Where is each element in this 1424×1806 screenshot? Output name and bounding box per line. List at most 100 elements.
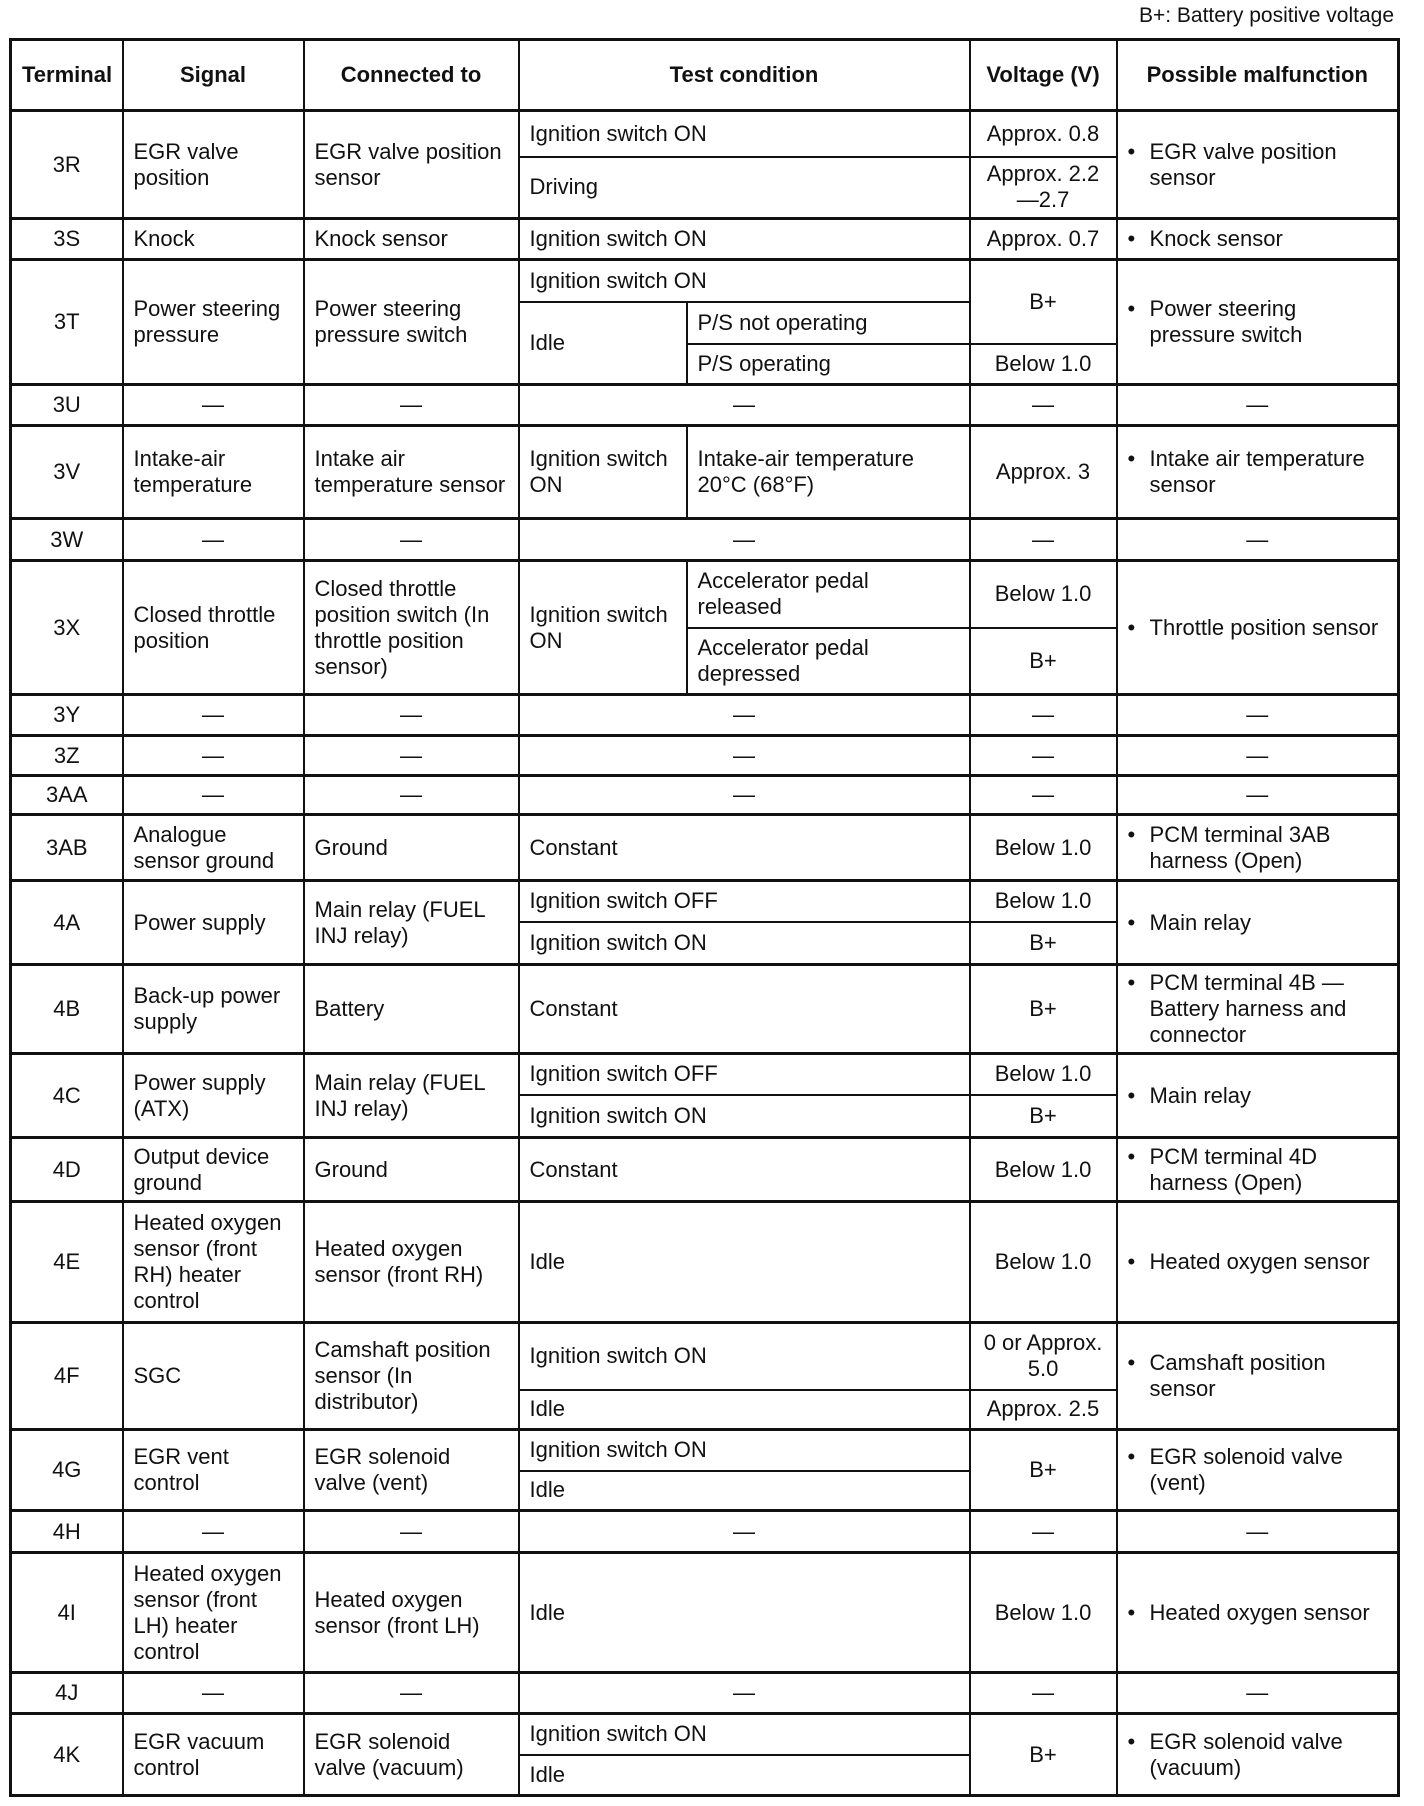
bullet: • — [1127, 1082, 1136, 1108]
cell-test: — — [517, 1671, 971, 1715]
bullet: • — [1127, 296, 1136, 321]
cell-terminal: 4B — [9, 963, 124, 1055]
cell-terminal: 3X — [9, 559, 124, 696]
cell-signal: SGC — [121, 1321, 305, 1431]
cell-voltage: B+ — [968, 258, 1118, 345]
cell-voltage: — — [968, 693, 1118, 737]
cell-test-sub: Accelerator pedal depressed — [685, 626, 971, 696]
table-row: 4A Power supply Main relay (FUEL INJ rel… — [9, 879, 1400, 966]
header-test: Test condition — [517, 38, 971, 112]
cell-test: Ignition switch ON — [517, 424, 688, 520]
cell-signal: EGR vent control — [121, 1428, 305, 1512]
table-row: 3Y — — — — — — [9, 693, 1400, 737]
cell-voltage: Below 1.0 — [968, 1200, 1118, 1324]
cell-connected: Ground — [302, 1136, 520, 1203]
cell-terminal: 3Y — [9, 693, 124, 737]
cell-connected: — — [302, 1509, 520, 1554]
table-subrow: Accelerator pedal depressed B+ — [11, 626, 1399, 696]
cell-signal: EGR vacuum control — [121, 1712, 305, 1797]
bullet: • — [1127, 614, 1136, 640]
table-row: 3R EGR valve position EGR valve position… — [9, 109, 1400, 220]
cell-connected: Ground — [302, 813, 520, 882]
cell-voltage: — — [968, 734, 1118, 777]
cell-malfunction: • Main relay — [1115, 879, 1400, 966]
table-subrow: P/S operating Below 1.0 — [11, 342, 1399, 386]
table-row: 3U — — — — — — [9, 383, 1400, 427]
malfunction-text: PCM terminal 4D harness (Open) — [1149, 1143, 1317, 1195]
cell-voltage: Below 1.0 — [968, 1551, 1118, 1674]
cell-voltage: B+ — [968, 626, 1118, 696]
cell-test: Idle — [517, 1753, 971, 1797]
cell-connected: Knock sensor — [302, 217, 520, 261]
table-row: 3V Intake-air temperature Intake air tem… — [9, 424, 1400, 520]
bullet: • — [1127, 821, 1136, 847]
bullet: • — [1127, 138, 1136, 164]
cell-connected: Power steering pressure switch — [302, 258, 520, 386]
cell-voltage: 0 or Approx. 5.0 — [968, 1321, 1118, 1391]
cell-voltage: — — [968, 774, 1118, 816]
cell-terminal: 3AB — [9, 813, 124, 882]
table-subrow: Idle — [11, 1469, 1399, 1512]
cell-voltage: Below 1.0 — [968, 559, 1118, 629]
cell-terminal: 4G — [9, 1428, 124, 1512]
malfunction-text: Knock sensor — [1149, 226, 1283, 251]
cell-malfunction: • Knock sensor — [1115, 217, 1400, 261]
cell-test-sub: P/S not operating — [685, 300, 971, 345]
cell-signal: — — [121, 383, 305, 427]
malfunction-text: Main relay — [1149, 1082, 1251, 1108]
cell-test: Ignition switch OFF — [517, 879, 971, 923]
cell-connected: Camshaft position sensor (In distributor… — [302, 1321, 520, 1431]
header-row: Terminal Signal Connected to Test condit… — [9, 38, 1400, 112]
cell-connected: — — [302, 1671, 520, 1715]
cell-signal: Heated oxygen sensor (front RH) heater c… — [121, 1200, 305, 1324]
cell-malfunction: • PCM terminal 3AB harness (Open) — [1115, 813, 1400, 882]
cell-test: Idle — [517, 1551, 971, 1674]
table-row: 4H — — — — — — [9, 1509, 1400, 1554]
cell-malfunction: • PCM terminal 4B — Battery harness and c… — [1115, 963, 1400, 1055]
cell-terminal: 3AA — [9, 774, 124, 816]
cell-connected: Main relay (FUEL INJ relay) — [302, 879, 520, 966]
table-row: 4K EGR vacuum control EGR solenoid valve… — [9, 1712, 1400, 1797]
cell-test: Ignition switch ON — [517, 559, 688, 696]
bullet: • — [1127, 446, 1136, 471]
cell-connected: — — [302, 734, 520, 777]
bullet: • — [1127, 970, 1136, 995]
cell-terminal: 4K — [9, 1712, 124, 1797]
malfunction-text: Main relay — [1149, 909, 1251, 935]
cell-test: Idle — [517, 1200, 971, 1324]
table-row: 4F SGC Camshaft position sensor (In dist… — [9, 1321, 1400, 1431]
cell-signal: — — [121, 1671, 305, 1715]
cell-test-sub: P/S operating — [685, 342, 971, 386]
cell-voltage: — — [968, 1671, 1118, 1715]
malfunction-text: Heated oxygen sensor — [1149, 1249, 1370, 1274]
header-terminal: Terminal — [9, 38, 124, 112]
table-row: 4D Output device ground Ground Constant … — [9, 1136, 1400, 1203]
cell-malfunction: • Heated oxygen sensor — [1115, 1551, 1400, 1674]
table-row: 4B Back-up power supply Battery Constant… — [9, 963, 1400, 1055]
cell-terminal: 4D — [9, 1136, 124, 1203]
cell-terminal: 4J — [9, 1671, 124, 1715]
cell-malfunction: — — [1115, 693, 1400, 737]
cell-terminal: 3U — [9, 383, 124, 427]
cell-malfunction: — — [1115, 734, 1400, 777]
table-subrow: Ignition switch ON B+ — [11, 1093, 1399, 1139]
table-subrow: Ignition switch ON B+ — [11, 920, 1399, 966]
cell-terminal: 4F — [9, 1321, 124, 1431]
cell-test: Ignition switch ON — [517, 217, 971, 261]
cell-terminal: 4C — [9, 1052, 124, 1139]
table-row: 3Z — — — — — — [9, 734, 1400, 777]
cell-signal: Power supply — [121, 879, 305, 966]
cell-voltage: Below 1.0 — [968, 1136, 1118, 1203]
table-row: 3X Closed throttle position Closed throt… — [9, 559, 1400, 696]
table-row: 3AA — — — — — — [9, 774, 1400, 816]
cell-voltage: Approx. 2.2—2.7 — [968, 155, 1118, 220]
cell-terminal: 4H — [9, 1509, 124, 1554]
cell-terminal: 3R — [9, 109, 124, 220]
cell-signal: — — [121, 774, 305, 816]
malfunction-text: Heated oxygen sensor — [1149, 1599, 1370, 1625]
cell-connected: Heated oxygen sensor (front RH) — [302, 1200, 520, 1324]
cell-test: — — [517, 693, 971, 737]
cell-test: Ignition switch ON — [517, 1428, 971, 1472]
cell-test: Ignition switch ON — [517, 1712, 971, 1756]
table-row: 3S Knock Knock sensor Ignition switch ON… — [9, 217, 1400, 261]
